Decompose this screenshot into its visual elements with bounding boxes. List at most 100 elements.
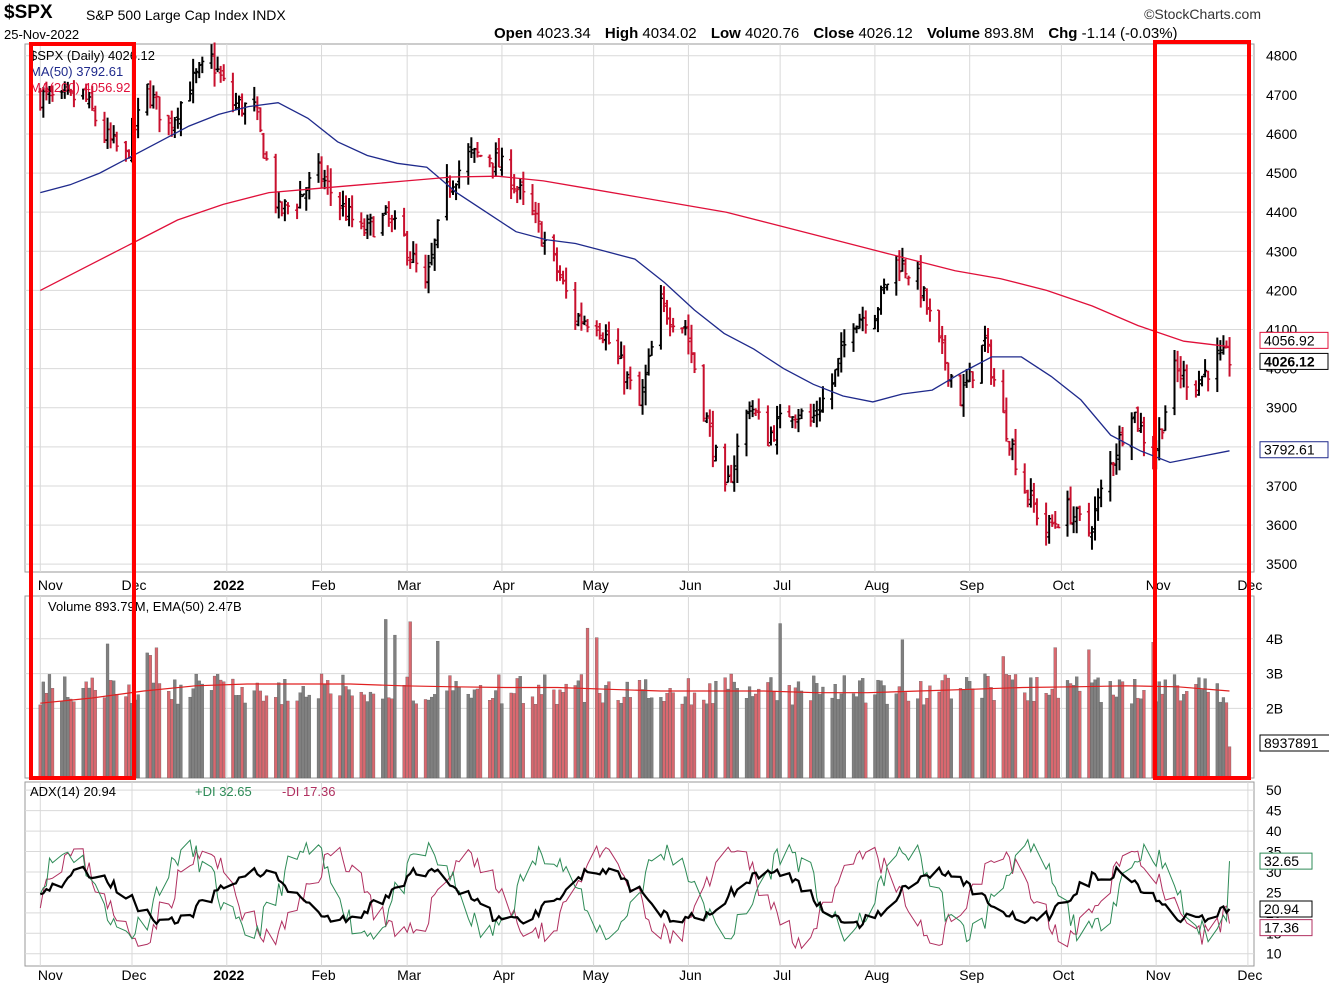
volume-bar — [451, 690, 455, 779]
volume-bar — [1172, 674, 1177, 779]
volume-bar — [644, 679, 648, 779]
volume-bar — [1108, 681, 1112, 779]
x-tick-label: May — [582, 577, 608, 593]
stockcharts-logo[interactable]: ©StockCharts.com — [1144, 6, 1261, 22]
volume-bar — [726, 688, 730, 779]
volume-bar — [650, 697, 654, 779]
volume-bar — [851, 693, 856, 779]
x-tick-label: Jun — [679, 577, 702, 593]
y-tick-label: 3700 — [1266, 478, 1297, 494]
volume-bar — [894, 693, 898, 779]
volume-bar — [1224, 702, 1229, 779]
volume-bar — [671, 692, 675, 779]
volume-bar — [44, 692, 49, 779]
volume-bar — [1056, 697, 1060, 779]
volume-bar — [665, 693, 669, 779]
volume-bar — [640, 689, 645, 779]
volume-bar — [1087, 649, 1091, 779]
pdi-legend: +DI 32.65 — [195, 784, 252, 799]
x-tick-label: Sep — [959, 967, 984, 983]
volume-bar — [573, 685, 577, 779]
volume-bar — [295, 700, 299, 779]
volume-bar — [989, 687, 993, 779]
volume-bar — [209, 690, 214, 779]
volume-axis-tag — [1259, 734, 1329, 752]
volume-bar — [787, 685, 791, 779]
adx-axis-tag — [1259, 852, 1313, 870]
symbol-title: $SPX — [4, 2, 53, 23]
volume-bar — [512, 693, 516, 779]
volume-bar — [237, 695, 241, 779]
x-tick-label: Jun — [679, 967, 702, 983]
volume-bar — [84, 681, 88, 779]
volume-bar — [659, 697, 663, 779]
volume-bar — [298, 692, 302, 779]
volume-bar — [751, 696, 755, 779]
volume-bar — [937, 691, 941, 779]
volume-bar — [983, 673, 987, 779]
volume-bar — [1010, 679, 1015, 779]
volume-bar — [264, 695, 269, 779]
volume-bar — [362, 694, 366, 779]
volume-bar — [692, 692, 697, 779]
volume-bar — [157, 683, 162, 779]
volume-bar — [757, 688, 761, 779]
volume-bar — [47, 674, 52, 779]
chart-date: 25-Nov-2022 — [4, 27, 80, 42]
volume-bar — [426, 699, 431, 779]
volume-bar — [735, 688, 739, 779]
x-tick-label: Jul — [773, 967, 791, 983]
volume-bar — [1175, 685, 1180, 779]
mdi-legend: -DI 17.36 — [282, 784, 335, 799]
volume-bar — [971, 688, 975, 779]
volume-bar — [537, 684, 541, 779]
volume-bar — [280, 704, 284, 779]
y-tick-label: 4500 — [1266, 165, 1297, 181]
volume-bar — [301, 686, 305, 779]
volume-bar — [552, 689, 556, 779]
y-tick-label: 4600 — [1266, 126, 1297, 142]
volume-bar — [830, 697, 834, 779]
volume-bar — [543, 674, 547, 779]
volume-bar — [87, 687, 91, 779]
volume-bar — [625, 681, 629, 779]
volume-bar — [711, 703, 715, 779]
volume-bar — [683, 696, 687, 779]
volume-bar — [478, 685, 483, 779]
volume-bar — [445, 690, 449, 779]
volume-bar — [466, 693, 470, 779]
volume-bar — [619, 702, 623, 779]
volume-bar — [286, 700, 290, 779]
volume-bar — [533, 704, 538, 779]
volume-bar — [595, 637, 599, 779]
volume-bar — [151, 682, 156, 779]
volume-bar — [1029, 677, 1033, 779]
volume-bar — [105, 643, 110, 779]
volume-bar — [1182, 694, 1186, 779]
x-tick-label: Nov — [1146, 967, 1171, 983]
volume-bar — [277, 682, 281, 779]
volume-bar — [968, 681, 972, 779]
ma200-line — [40, 175, 1230, 348]
volume-bar — [521, 703, 525, 779]
volume-bar — [622, 696, 626, 779]
adx-legend: ADX(14) 20.94 — [30, 784, 116, 799]
open-label: Open — [494, 25, 533, 42]
volume-bar — [472, 689, 477, 779]
volume-bar — [958, 688, 963, 779]
volume-bar — [714, 680, 718, 779]
volume-bar — [540, 694, 544, 779]
volume-bar — [323, 684, 327, 779]
volume-bar — [980, 697, 984, 779]
volume-bar — [1044, 693, 1048, 779]
volume-bar — [729, 673, 733, 779]
volume-bar — [518, 676, 522, 779]
price-legend-ma200: MA(200) 4056.92 — [30, 80, 130, 95]
volume-bar — [943, 674, 947, 779]
adx-axis-tag-label: 32.65 — [1264, 853, 1299, 869]
volume-bar — [940, 680, 944, 779]
volume-bar — [136, 694, 140, 779]
volume-bar — [387, 697, 391, 779]
volume-bar — [637, 679, 642, 779]
